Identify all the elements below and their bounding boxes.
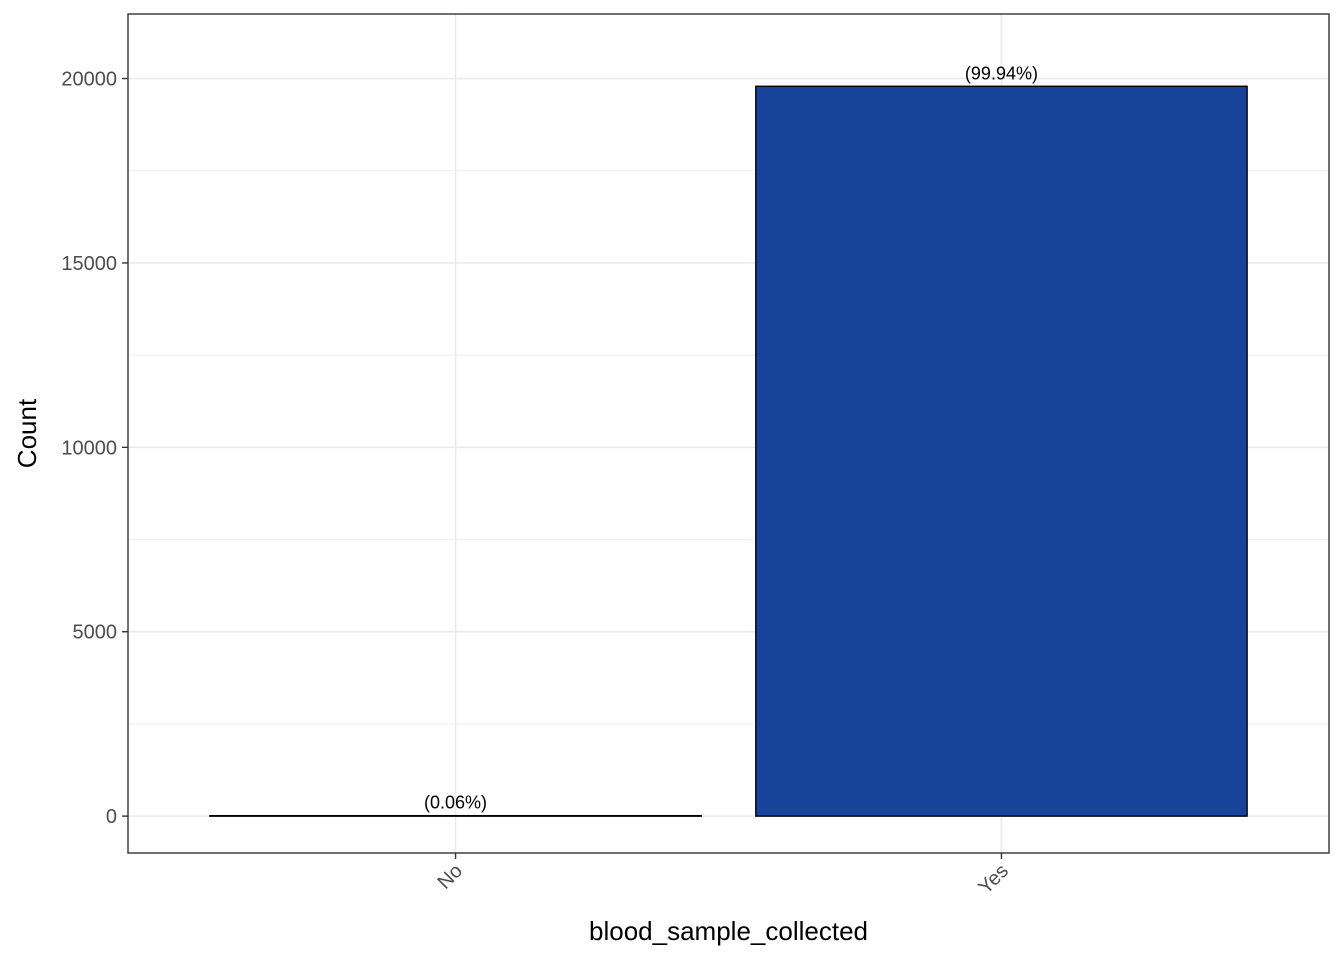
y-axis-title: Count [12,398,42,468]
panel-border [127,13,1330,854]
data-labels: (0.06%) (99.94%) [424,63,1038,812]
bar-no [209,814,702,817]
y-tick-label: 10000 [61,437,117,459]
y-tick-label: 20000 [61,69,117,91]
bar-yes [755,85,1248,817]
data-label: (0.06%) [424,793,487,813]
y-tick-label: 15000 [61,253,117,275]
y-tick-label: 5000 [73,622,118,644]
x-axis-title: blood_sample_collected [589,916,868,946]
x-axis: No Yes [433,853,1013,899]
y-tick-label: 0 [106,806,117,828]
data-label: (99.94%) [965,63,1038,83]
bars [209,85,1248,817]
x-tick-label: Yes [974,860,1013,899]
x-tick-label: No [433,860,467,894]
y-axis: 0 5000 10000 15000 20000 [61,69,128,828]
